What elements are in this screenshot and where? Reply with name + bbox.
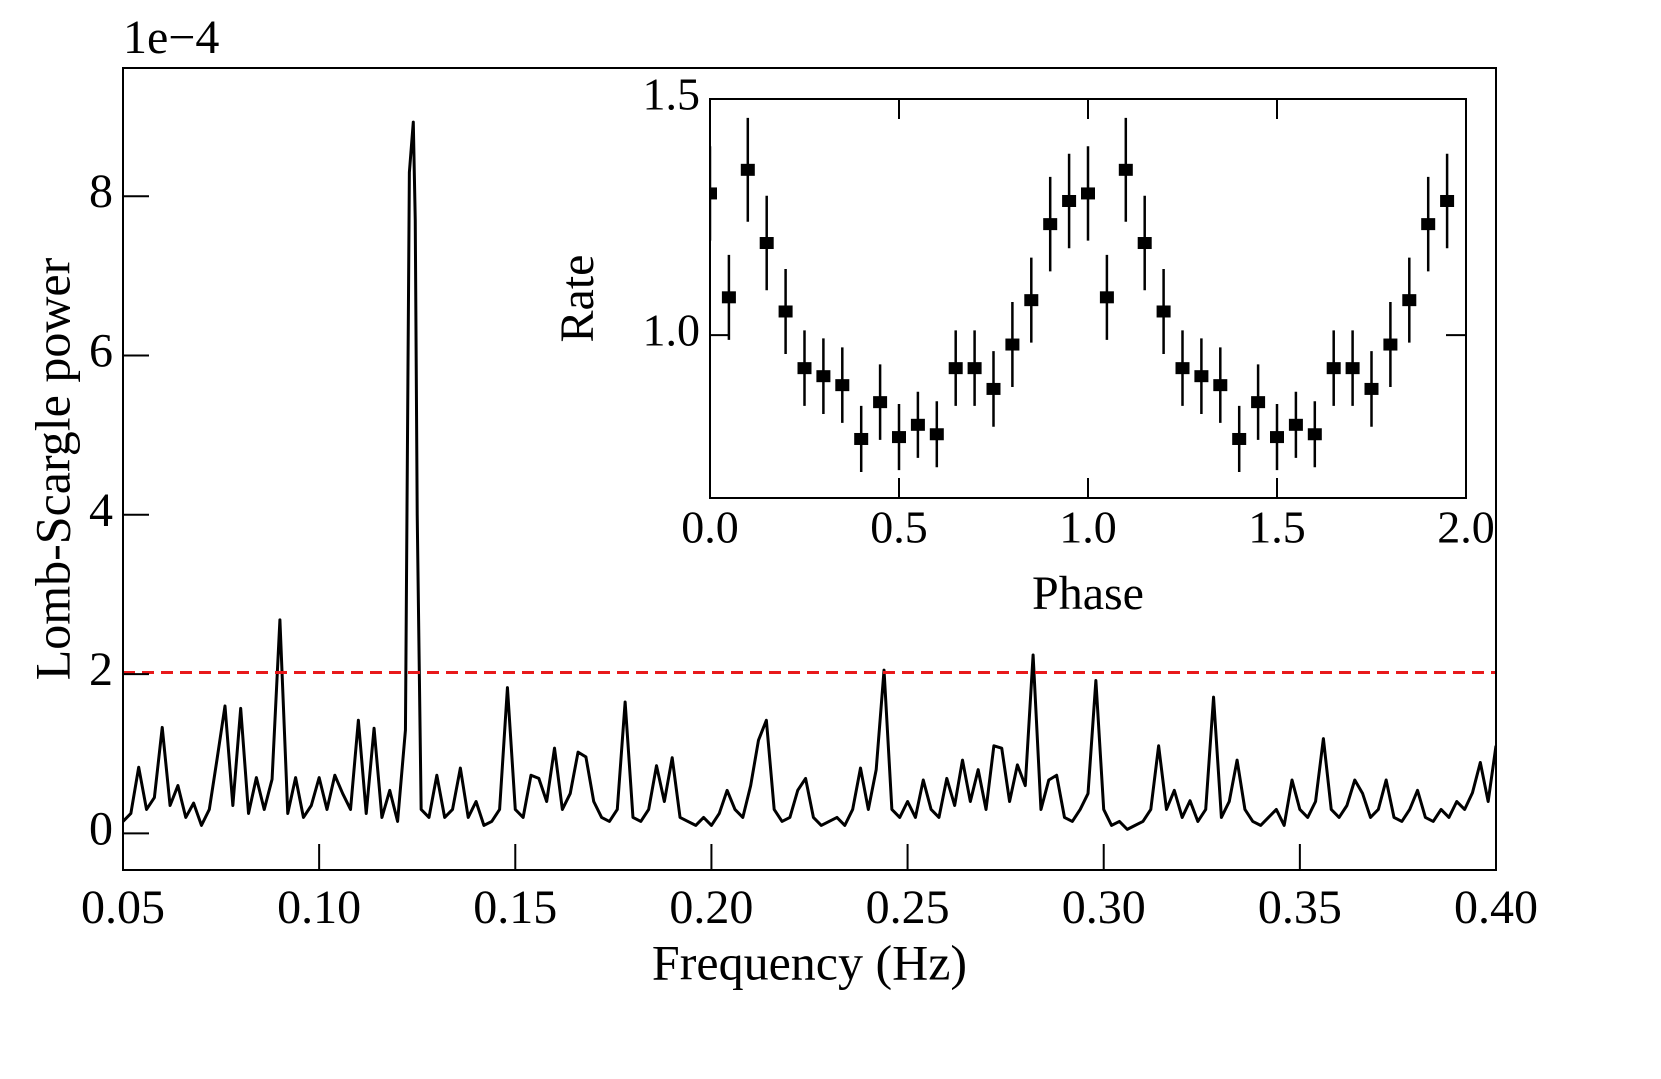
x-tick-label: 0.20 — [669, 881, 753, 934]
data-point — [967, 362, 982, 375]
data-point — [1383, 338, 1398, 351]
data-point — [892, 431, 906, 444]
x-tick-label: 0.15 — [473, 881, 557, 934]
data-point — [1043, 218, 1058, 231]
data-point — [1213, 379, 1228, 392]
x-tick-label: 0.5 — [870, 502, 928, 553]
data-point — [1326, 362, 1341, 375]
data-point — [835, 379, 850, 392]
x-tick-label: 2.0 — [1437, 502, 1495, 553]
data-point — [873, 396, 888, 409]
data-point — [1118, 163, 1133, 176]
data-point — [1421, 218, 1436, 231]
offset-text: 1e−4 — [123, 11, 219, 64]
y-tick-label: 2 — [89, 643, 113, 696]
data-point — [1099, 291, 1114, 304]
x-tick-label: 0.30 — [1062, 881, 1146, 934]
data-point — [1440, 194, 1455, 207]
x-tick-label: 0.25 — [866, 881, 950, 934]
data-point — [778, 305, 793, 318]
y-axis-label: Rate — [551, 255, 604, 343]
data-point — [1402, 294, 1417, 307]
data-point — [1081, 187, 1095, 200]
axes-frame — [122, 67, 1497, 871]
data-point — [721, 291, 736, 304]
data-point — [1307, 428, 1322, 441]
data-point — [1345, 362, 1360, 375]
data-point — [1062, 194, 1077, 207]
x-axis-label: Frequency (Hz) — [652, 934, 967, 990]
y-tick-label: 8 — [89, 165, 113, 218]
data-point — [986, 382, 1001, 395]
x-tick-label: 0.35 — [1258, 881, 1342, 934]
y-tick-label: 0 — [89, 802, 113, 855]
data-point — [710, 187, 717, 200]
y-tick-label: 4 — [89, 484, 113, 537]
axes-frame — [709, 98, 1467, 499]
x-tick-label: 1.0 — [1059, 502, 1117, 553]
data-point — [910, 418, 925, 431]
plot-content — [123, 120, 1496, 831]
data-point — [1194, 370, 1209, 383]
x-tick-label: 1.5 — [1248, 502, 1306, 553]
x-tick-label: 0.05 — [81, 881, 165, 934]
data-point — [1137, 237, 1152, 250]
data-point — [816, 370, 831, 383]
y-tick-label: 6 — [89, 325, 113, 378]
data-point — [1175, 362, 1190, 375]
x-axis-label: Phase — [1032, 567, 1144, 620]
y-tick-label: 1.0 — [643, 305, 701, 356]
y-tick-label: 1.5 — [643, 69, 701, 120]
data-point — [929, 428, 944, 441]
data-point — [740, 163, 755, 176]
data-point — [854, 432, 869, 445]
data-point — [1232, 432, 1247, 445]
x-tick-label: 0.0 — [681, 502, 739, 553]
data-point — [1024, 294, 1039, 307]
data-point — [1270, 431, 1284, 444]
data-point — [759, 237, 774, 250]
spectrum-line — [123, 120, 1496, 831]
data-point — [797, 362, 812, 375]
x-tick-label: 0.10 — [277, 881, 361, 934]
data-point — [1288, 418, 1303, 431]
data-point — [1364, 382, 1379, 395]
plot-content — [710, 117, 1455, 473]
x-tick-label: 0.40 — [1454, 881, 1538, 934]
data-point — [1005, 338, 1020, 351]
data-point — [1251, 396, 1266, 409]
data-point — [1156, 305, 1171, 318]
data-point — [948, 362, 963, 375]
y-axis-label: Lomb-Scargle power — [24, 257, 80, 680]
